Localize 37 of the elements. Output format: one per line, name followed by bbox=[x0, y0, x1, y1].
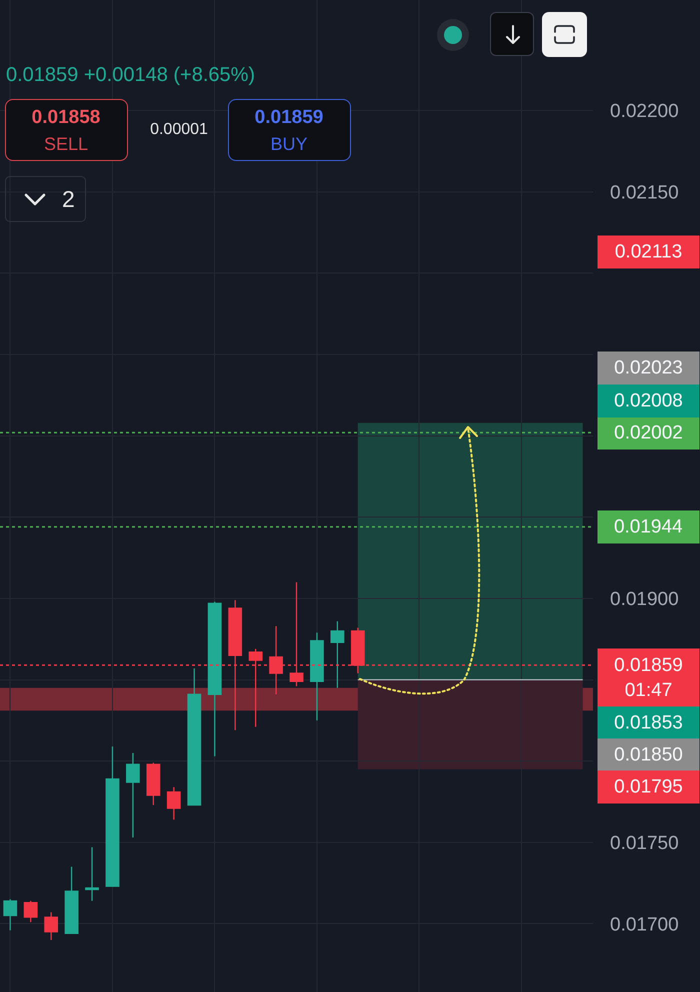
buy-button: 0.01859 BUY bbox=[228, 99, 351, 161]
candlestick bbox=[85, 846, 99, 902]
text: 0.02023 bbox=[614, 358, 683, 378]
candlestick bbox=[166, 786, 181, 820]
y-tick-label: 0.01750 bbox=[610, 833, 679, 854]
text: 0.01850 bbox=[614, 744, 683, 766]
candlestick bbox=[44, 912, 58, 941]
annotation: BUY bbox=[269, 134, 308, 154]
ref-line-label: 0.02002 bbox=[614, 422, 683, 444]
candlestick bbox=[64, 866, 78, 934]
candlestick bbox=[310, 632, 324, 722]
y-tick-label: 0.02200 bbox=[610, 101, 679, 122]
text: 0.01795 bbox=[614, 776, 683, 798]
text: 0.01853 bbox=[614, 712, 683, 734]
dropdown-button: 2 bbox=[5, 176, 86, 222]
candlestick bbox=[187, 668, 202, 806]
annotation: 0.00001 bbox=[149, 121, 209, 138]
annotation: 2 bbox=[62, 186, 75, 212]
candlestick bbox=[330, 620, 344, 688]
text: 0.02113 bbox=[614, 242, 682, 262]
y-tick-label: 0.01900 bbox=[610, 589, 679, 610]
candlestick bbox=[126, 752, 140, 838]
candlestick bbox=[146, 762, 160, 806]
sell-button: 0.01858 SELL bbox=[5, 99, 128, 161]
text: 0.02008 bbox=[614, 390, 683, 412]
candlestick bbox=[106, 746, 120, 887]
candlestick bbox=[208, 601, 222, 757]
annotation: SELL bbox=[42, 134, 90, 154]
candlestick bbox=[3, 898, 18, 931]
ref-line-label: 0.01944 bbox=[614, 516, 684, 538]
annotation: 0.01858 bbox=[30, 107, 102, 128]
y-tick-label: 0.01700 bbox=[610, 914, 679, 936]
y-tick-label: 0.02150 bbox=[610, 182, 679, 204]
text: 0.01859 +0.00148 (+8.65%) bbox=[6, 64, 256, 86]
candlestick bbox=[24, 900, 38, 923]
ref-line-label: 0.01859 01:47 bbox=[614, 655, 683, 701]
annotation: 0.01859 bbox=[254, 107, 324, 128]
